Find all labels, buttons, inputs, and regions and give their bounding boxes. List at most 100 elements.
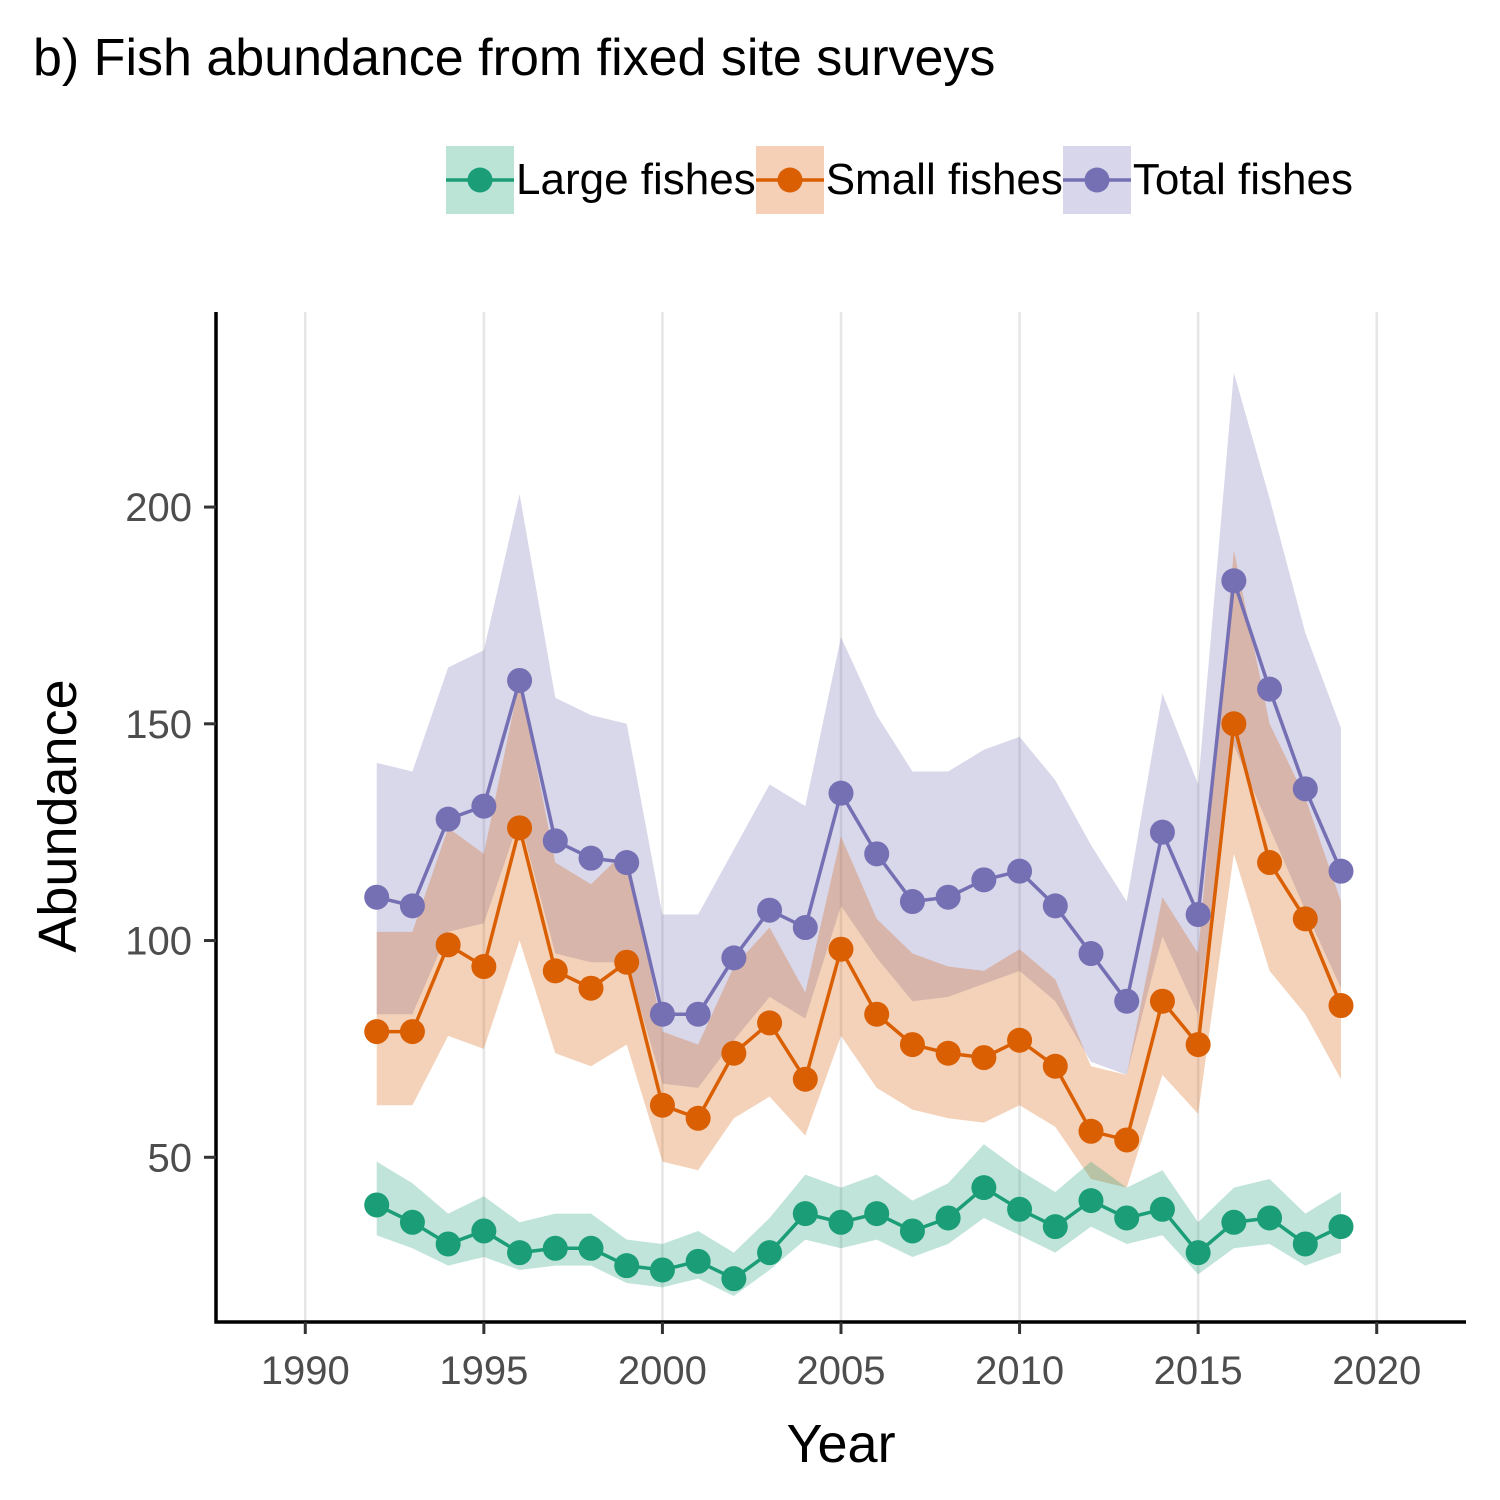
point-large-fishes-1994 [435,1231,461,1257]
point-total-fishes-1998 [578,845,604,871]
y-tick-label-150: 150 [125,703,192,747]
point-large-fishes-2005 [828,1209,854,1235]
point-total-fishes-2018 [1292,776,1318,802]
point-large-fishes-2018 [1292,1231,1318,1257]
legend-label-total-fishes: Total fishes [1132,155,1353,204]
point-large-fishes-1999 [614,1253,640,1279]
point-small-fishes-2012 [1078,1118,1104,1144]
point-total-fishes-2012 [1078,941,1104,967]
point-total-fishes-2001 [685,1001,711,1027]
point-total-fishes-2013 [1114,988,1140,1014]
point-small-fishes-1992 [364,1019,390,1045]
point-total-fishes-2019 [1328,858,1354,884]
point-large-fishes-1993 [399,1209,425,1235]
x-tick-label-2010: 2010 [975,1349,1064,1393]
point-large-fishes-2008 [935,1205,961,1231]
point-total-fishes-2011 [1042,893,1068,919]
point-large-fishes-1996 [507,1240,533,1266]
line-large-fishes [375,1185,1342,1281]
point-total-fishes-2000 [649,1001,675,1027]
x-tick-label-2020: 2020 [1332,1349,1421,1393]
point-total-fishes-1994 [435,806,461,832]
legend-item-large-fishes: Large fishes [446,146,756,214]
point-small-fishes-1999 [614,949,640,975]
legend-key-point [467,167,493,193]
point-total-fishes-2002 [721,945,747,971]
point-total-fishes-1999 [614,850,640,876]
point-large-fishes-2019 [1328,1214,1354,1240]
point-small-fishes-2014 [1149,988,1175,1014]
line-total-fishes [376,580,1343,1016]
point-large-fishes-2004 [792,1201,818,1227]
point-small-fishes-2009 [971,1045,997,1071]
point-large-fishes-2015 [1185,1240,1211,1266]
point-total-fishes-2003 [757,897,783,923]
point-total-fishes-1997 [542,828,568,854]
point-small-fishes-1997 [542,958,568,984]
point-small-fishes-2019 [1328,993,1354,1019]
point-large-fishes-2000 [649,1257,675,1283]
line-small-fishes [376,723,1343,1143]
point-total-fishes-1995 [471,793,497,819]
chart-title: b) Fish abundance from fixed site survey… [33,29,996,87]
series-points [364,568,1354,1292]
legend-key-small-fishes [755,146,824,214]
legend-key-point [1084,167,1110,193]
point-small-fishes-2008 [935,1040,961,1066]
x-tick-labels: 1990 1995 2000 2005 2010 2015 2020 [261,1349,1421,1393]
point-total-fishes-2014 [1149,819,1175,845]
legend-key-large-fishes [446,146,514,214]
point-total-fishes-2016 [1221,568,1247,594]
band-small-fishes [376,550,1341,1188]
point-large-fishes-2017 [1257,1205,1283,1231]
point-small-fishes-1993 [399,1019,425,1045]
point-small-fishes-2011 [1042,1053,1068,1079]
legend-item-small-fishes: Small fishes [755,146,1063,214]
point-total-fishes-1996 [507,667,533,693]
point-large-fishes-2011 [1042,1214,1068,1240]
point-total-fishes-2015 [1185,902,1211,928]
y-tick-label-100: 100 [125,920,192,964]
point-total-fishes-1993 [399,893,425,919]
point-large-fishes-2014 [1149,1196,1175,1222]
point-large-fishes-1992 [364,1192,390,1218]
point-small-fishes-2016 [1221,711,1247,737]
point-small-fishes-2005 [828,936,854,962]
legend-label-small-fishes: Small fishes [825,155,1063,204]
point-small-fishes-2010 [1007,1027,1033,1053]
point-small-fishes-2002 [721,1040,747,1066]
point-large-fishes-1995 [471,1218,497,1244]
point-large-fishes-2002 [721,1266,747,1292]
point-total-fishes-1992 [364,884,390,910]
x-tick-label-1990: 1990 [261,1349,350,1393]
point-large-fishes-2007 [899,1218,925,1244]
point-small-fishes-2015 [1185,1032,1211,1058]
point-small-fishes-1994 [435,932,461,958]
y-axis-title: Abundance [28,679,88,952]
point-large-fishes-1998 [578,1235,604,1261]
point-small-fishes-1996 [507,815,533,841]
series-lines [375,580,1343,1281]
point-large-fishes-1997 [542,1235,568,1261]
point-large-fishes-2009 [971,1175,997,1201]
x-axis-title: Year [786,1414,895,1474]
point-total-fishes-2008 [935,884,961,910]
legend-label-large-fishes: Large fishes [516,155,756,204]
x-tick-label-2015: 2015 [1154,1349,1243,1393]
x-tick-label-2005: 2005 [797,1349,886,1393]
x-tick-label-1995: 1995 [439,1349,528,1393]
point-small-fishes-2001 [685,1105,711,1131]
point-large-fishes-2006 [864,1201,890,1227]
point-large-fishes-2016 [1221,1209,1247,1235]
point-small-fishes-2006 [864,1001,890,1027]
point-small-fishes-2007 [899,1032,925,1058]
point-small-fishes-2003 [757,1010,783,1036]
legend: Large fishes Small fishes Total fishes [446,146,1353,214]
y-tick-label-200: 200 [125,486,192,530]
point-small-fishes-2013 [1114,1127,1140,1153]
point-total-fishes-2007 [899,889,925,915]
point-total-fishes-2009 [971,867,997,893]
point-total-fishes-2005 [828,780,854,806]
point-large-fishes-2013 [1114,1205,1140,1231]
